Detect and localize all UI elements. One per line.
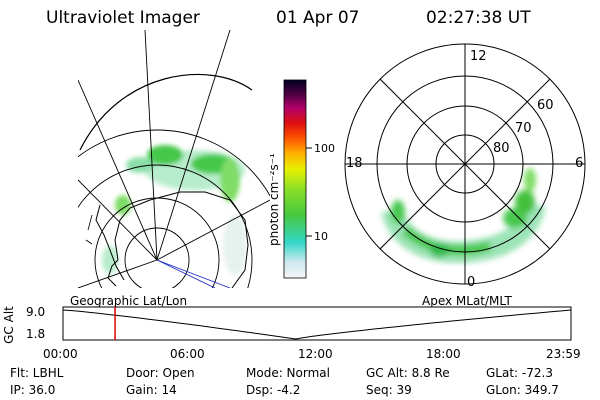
aurora-emission-polar xyxy=(381,168,546,264)
time-label: 02:27:38 UT xyxy=(426,8,531,28)
glon-info: GLon: 349.7 xyxy=(486,383,559,397)
geographic-label: Geographic Lat/Lon xyxy=(70,294,188,308)
colorbar-gradient xyxy=(283,79,307,279)
gc-alt-info: GC Alt: 8.8 Re xyxy=(366,366,450,380)
time-tick-4: 23:59 xyxy=(546,347,581,361)
seq-info: Seq: 39 xyxy=(366,383,412,397)
mlt-label-18: 18 xyxy=(346,156,363,171)
colorbar-tick-10: 10 xyxy=(314,230,328,243)
altitude-curve xyxy=(62,309,572,340)
colorbar-label: photon cm⁻²s⁻¹ xyxy=(270,153,281,246)
geographic-map xyxy=(78,30,270,288)
altitude-tick-min: 1.8 xyxy=(26,327,46,341)
dsp-info: Dsp: -4.2 xyxy=(246,383,301,397)
altitude-plot xyxy=(62,306,572,341)
altitude-axis-label: GC Alt xyxy=(1,306,16,344)
time-tick-1: 06:00 xyxy=(170,347,205,361)
mlt-label-0: 0 xyxy=(467,275,475,290)
lat-label-60: 60 xyxy=(537,98,554,113)
mode-info: Mode: Normal xyxy=(246,366,330,380)
date-label: 01 Apr 07 xyxy=(276,8,360,28)
lat-label-70: 70 xyxy=(515,121,532,136)
time-tick-3: 18:00 xyxy=(426,347,461,361)
gain-info: Gain: 14 xyxy=(126,383,177,397)
door-info: Door: Open xyxy=(126,366,195,380)
altitude-tick-max: 9.0 xyxy=(26,305,46,319)
lat-label-80: 80 xyxy=(493,141,510,156)
time-tick-0: 00:00 xyxy=(43,347,78,361)
glat-info: GLat: -72.3 xyxy=(486,366,553,380)
ip-info: IP: 36.0 xyxy=(10,383,56,397)
polar-mlt-plot: 12 18 6 0 60 70 80 xyxy=(344,43,586,290)
colorbar: 100 10 photon cm⁻²s⁻¹ xyxy=(270,79,335,279)
apex-label: Apex MLat/MLT xyxy=(422,294,512,308)
filter-info: Flt: LBHL xyxy=(10,366,64,380)
aurora-emission-geo xyxy=(102,145,247,275)
colorbar-tick-100: 100 xyxy=(314,142,335,155)
altitude-axis-label-wrap: GC Alt xyxy=(0,304,16,346)
mlt-label-12: 12 xyxy=(470,49,487,64)
time-tick-2: 12:00 xyxy=(298,347,333,361)
altitude-plot-frame xyxy=(62,306,572,341)
mlt-label-6: 6 xyxy=(575,156,583,171)
instrument-title: Ultraviolet Imager xyxy=(46,8,200,28)
